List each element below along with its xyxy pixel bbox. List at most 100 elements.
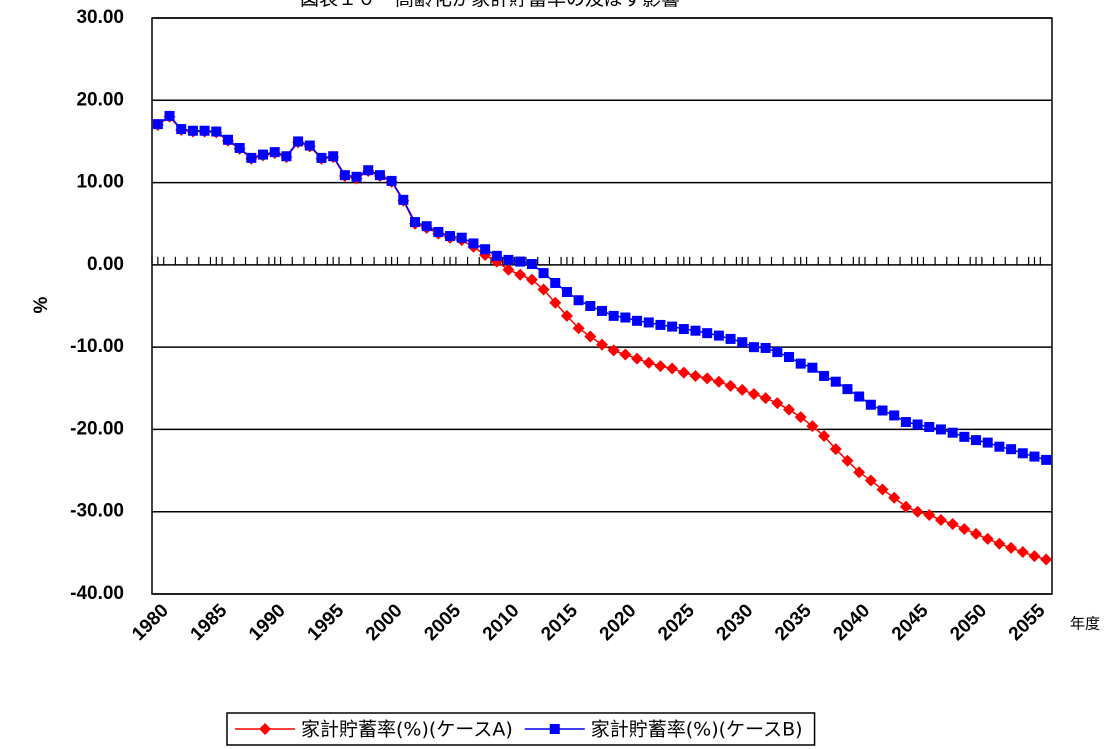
data-point: [912, 419, 923, 430]
data-point: [561, 287, 572, 298]
chart-title: 図表１０ 高齢化が家計貯蓄率の及ぼす影響: [300, 0, 680, 10]
data-point: [491, 250, 502, 261]
data-point: [760, 342, 771, 353]
data-point: [865, 399, 876, 410]
data-point: [784, 352, 795, 363]
data-point: [935, 424, 946, 435]
data-point: [632, 315, 643, 326]
data-point: [537, 283, 550, 296]
data-point: [994, 441, 1005, 452]
y-tick-label: 30.00: [76, 7, 124, 28]
data-point: [771, 397, 784, 410]
data-point: [316, 152, 327, 163]
data-point: [747, 388, 760, 401]
y-tick-label: 10.00: [76, 172, 124, 193]
data-point: [328, 151, 339, 162]
data-point: [176, 124, 187, 135]
data-point: [712, 375, 725, 388]
data-point: [677, 366, 690, 379]
data-point: [339, 170, 350, 181]
legend-label: 家計貯蓄率(%)(ケースB): [591, 719, 803, 741]
data-point: [899, 500, 912, 513]
data-point: [281, 151, 292, 162]
data-point: [877, 405, 888, 416]
data-point: [608, 310, 619, 321]
data-point: [222, 134, 233, 145]
data-point: [643, 317, 654, 328]
data-point: [655, 319, 666, 330]
data-point: [1028, 550, 1041, 563]
data-point: [502, 263, 515, 276]
data-point: [1006, 444, 1017, 455]
data-point: [152, 119, 163, 130]
y-tick-label: 20.00: [76, 89, 124, 110]
data-point: [701, 372, 714, 385]
data-point: [934, 513, 947, 526]
data-point: [246, 152, 257, 163]
data-point: [526, 259, 537, 270]
data-point: [982, 437, 993, 448]
data-point: [1016, 546, 1029, 559]
data-point: [981, 532, 994, 545]
x-tick-label: 2050: [946, 600, 991, 645]
y-tick-label: -30.00: [70, 501, 124, 522]
data-point: [538, 268, 549, 279]
data-point: [445, 231, 456, 242]
data-point: [702, 328, 713, 339]
data-point: [585, 301, 596, 311]
data-point: [1005, 541, 1018, 554]
data-point: [619, 348, 632, 361]
data-point: [806, 420, 819, 433]
data-point: [398, 194, 409, 205]
data-point: [794, 411, 807, 424]
data-point: [889, 410, 900, 421]
data-point: [631, 352, 644, 365]
data-point: [724, 379, 737, 392]
data-point: [620, 312, 631, 323]
data-point: [1040, 553, 1053, 566]
x-tick-label: 2020: [596, 600, 641, 645]
data-point: [900, 417, 911, 428]
data-point: [993, 537, 1006, 550]
data-point: [971, 435, 982, 446]
data-point: [678, 324, 689, 335]
data-point: [549, 296, 562, 309]
data-point: [584, 330, 597, 343]
data-point: [759, 392, 772, 405]
data-point: [596, 338, 608, 351]
data-point: [374, 170, 385, 181]
data-point: [690, 325, 701, 336]
data-point: [737, 337, 748, 348]
data-point: [725, 333, 736, 344]
data-point: [503, 254, 514, 265]
data-point: [888, 491, 901, 504]
data-point: [258, 149, 269, 160]
x-tick-label: 1995: [304, 600, 349, 645]
x-tick-label: 1980: [128, 600, 173, 645]
data-point: [864, 474, 877, 487]
data-point: [456, 232, 467, 243]
data-point: [514, 268, 527, 281]
data-point: [187, 125, 198, 136]
data-point: [421, 221, 432, 232]
legend: 家計貯蓄率(%)(ケースA) 家計貯蓄率(%)(ケースB): [226, 712, 816, 746]
data-point: [351, 171, 362, 182]
x-tick-label: 2025: [654, 600, 699, 645]
series-line: [157, 114, 1047, 461]
data-point: [1017, 448, 1028, 459]
data-point: [573, 295, 584, 306]
y-axis-label: %: [31, 296, 52, 313]
data-point: [748, 342, 759, 353]
legend-marker: [549, 724, 560, 734]
data-point: [853, 466, 866, 479]
data-point: [736, 383, 749, 396]
x-tick-label: 2040: [829, 600, 874, 645]
data-point: [654, 360, 667, 373]
data-point: [783, 403, 796, 416]
data-point: [480, 244, 491, 255]
data-point: [293, 136, 304, 147]
x-axis-label: 年度: [1070, 615, 1100, 633]
data-point: [841, 454, 854, 467]
data-point: [550, 277, 561, 288]
data-point: [560, 309, 573, 322]
